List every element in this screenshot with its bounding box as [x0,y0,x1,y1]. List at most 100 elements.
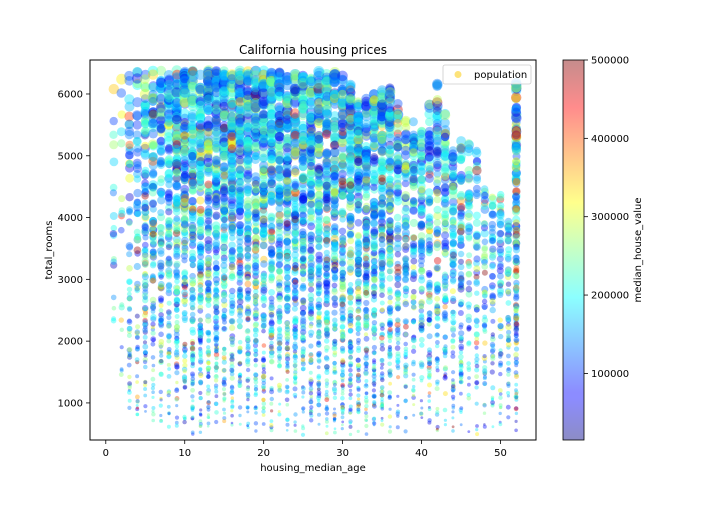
scatter-point [156,224,165,232]
scatter-point [221,350,227,356]
scatter-point [206,330,211,336]
scatter-point [315,303,322,311]
scatter-point [172,112,182,122]
scatter-point [339,237,347,245]
scatter-point [171,141,182,151]
scatter-point [180,171,190,181]
scatter-point [156,123,166,133]
scatter-point [143,353,148,358]
scatter-point [339,260,346,267]
scatter-point [149,141,158,150]
scatter-point [378,158,387,167]
scatter-point [164,128,174,138]
scatter-point [402,300,409,308]
scatter-point [149,230,158,238]
scatter-point [158,317,164,323]
scatter-point [253,327,259,334]
scatter-point [301,390,306,395]
scatter-point [354,248,363,256]
scatter-point [156,83,166,94]
scatter-point [332,317,338,323]
scatter-point [134,233,141,241]
scatter-point [316,402,321,408]
scatter-point [324,431,329,436]
scatter-point [182,346,188,353]
scatter-point [174,272,180,278]
scatter-point [156,75,167,86]
scatter-point [340,427,344,431]
scatter-point [276,295,283,303]
scatter-point [164,92,175,103]
scatter-point [316,382,322,388]
scatter-point [134,357,140,362]
scatter-point [348,421,352,425]
scatter-point [199,413,203,417]
scatter-point [403,398,408,404]
scatter-point [396,394,400,398]
scatter-point [156,81,166,91]
scatter-point [331,295,338,302]
scatter-point [196,139,205,148]
scatter-point [246,421,251,426]
scatter-point [157,284,164,292]
scatter-point [276,246,283,253]
scatter-point [172,79,182,89]
scatter-point [165,240,173,249]
scatter-point [299,194,308,204]
scatter-point [164,120,174,130]
scatter-point [277,314,283,319]
scatter-point [345,146,355,156]
scatter-point [173,227,181,235]
scatter-point [283,206,292,215]
scatter-point [139,89,151,100]
scatter-point [163,85,175,97]
scatter-point [402,221,410,229]
scatter-point [174,323,181,330]
scatter-point [182,377,188,383]
scatter-point [228,203,237,212]
scatter-point [291,290,299,297]
scatter-point [317,392,322,397]
scatter-point [117,110,127,119]
scatter-point [180,204,189,213]
scatter-point [150,250,157,257]
scatter-point [134,334,140,340]
scatter-point [174,338,180,344]
scatter-point [132,66,142,77]
scatter-point [156,120,166,129]
scatter-point [109,212,118,220]
scatter-point [198,339,203,344]
scatter-point [308,357,314,363]
scatter-point [228,214,236,222]
scatter-point [182,353,188,359]
scatter-point [378,260,386,268]
scatter-point [363,230,370,237]
scatter-point [163,89,174,100]
scatter-point [127,374,132,380]
scatter-point [141,203,149,212]
scatter-point [140,129,150,138]
scatter-point [164,156,174,165]
scatter-point [371,373,377,379]
scatter-point [316,319,322,325]
scatter-point [393,99,403,109]
scatter-point [141,248,149,256]
scatter-point [111,305,117,311]
scatter-point [235,200,245,209]
scatter-point [150,275,156,281]
scatter-point [260,296,268,304]
scatter-point [157,175,166,183]
scatter-point [148,109,158,119]
scatter-point [395,317,401,323]
scatter-point [165,221,173,229]
scatter-point [244,253,251,260]
scatter-point [148,156,158,166]
scatter-point [163,132,174,142]
scatter-point [275,261,283,269]
scatter-point [214,348,219,354]
scatter-point [190,394,195,399]
scatter-point [197,284,203,290]
scatter-point [324,397,330,403]
scatter-point [237,378,243,384]
scatter-point [395,351,401,357]
